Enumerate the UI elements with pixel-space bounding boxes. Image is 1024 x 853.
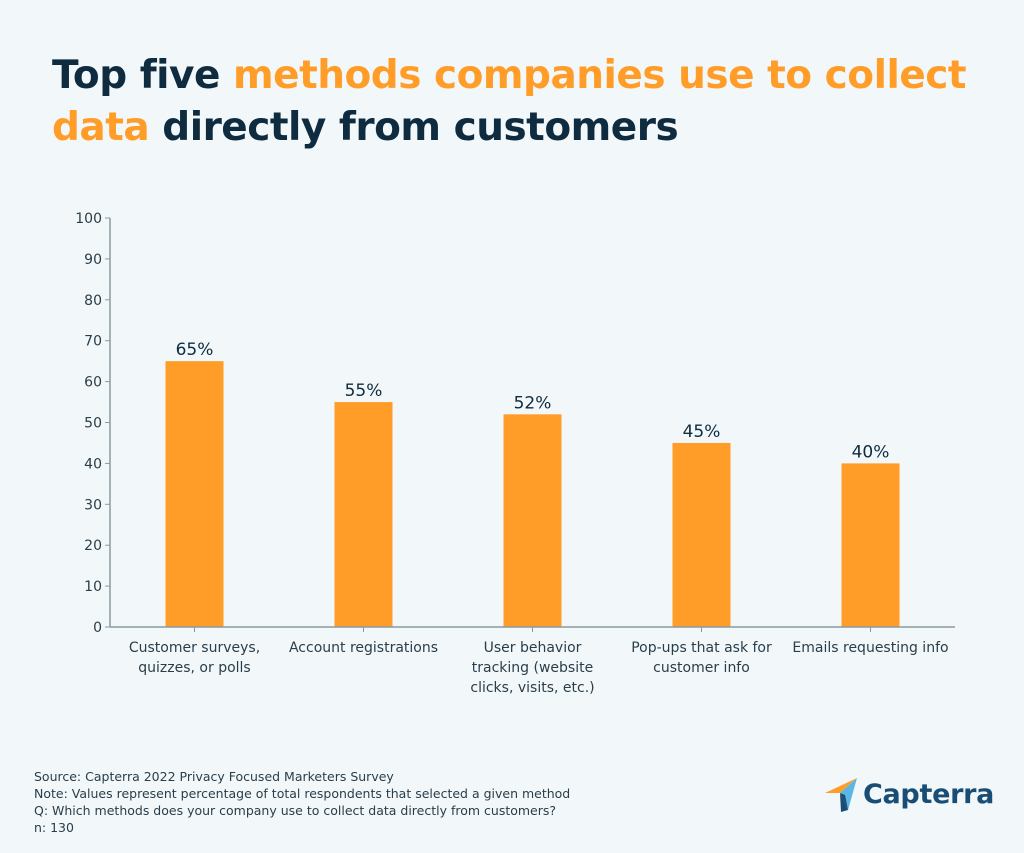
data-label: 45% (683, 422, 721, 442)
data-label: 40% (852, 442, 890, 462)
survey-question: Q: Which methods does your company use t… (34, 803, 557, 818)
bar (672, 442, 731, 627)
bar (165, 361, 224, 627)
x-tick-label: User behavior (484, 640, 582, 656)
x-tick-label: Account registrations (289, 640, 438, 656)
capterra-logo: Capterra (824, 776, 994, 812)
title-part-dark-2: directly from customers (149, 105, 679, 150)
y-tick-label: 40 (84, 456, 102, 472)
bar (841, 463, 900, 627)
y-tick-label: 80 (84, 293, 102, 309)
bar (334, 402, 393, 627)
title-part-highlight: methods companies use to collect data (52, 53, 967, 150)
y-tick-label: 50 (84, 416, 102, 432)
source-note: Source: Capterra 2022 Privacy Focused Ma… (34, 769, 394, 784)
y-tick-label: 90 (84, 252, 102, 268)
data-label: 55% (345, 381, 383, 401)
x-tick-label: Customer surveys, (129, 640, 260, 656)
x-tick-label: quizzes, or polls (138, 660, 250, 676)
x-tick-label: clicks, visits, etc.) (470, 680, 594, 696)
logo-text: Capterra (863, 778, 995, 810)
data-label: 52% (514, 393, 552, 413)
x-tick-label: Emails requesting info (792, 640, 948, 656)
x-tick-label: customer info (653, 660, 750, 676)
y-tick-label: 10 (84, 579, 102, 595)
title-part-dark: Top five (52, 53, 233, 98)
x-tick-label: Pop-ups that ask for (631, 640, 772, 656)
x-tick-label: tracking (website (472, 660, 593, 676)
y-tick-label: 20 (84, 538, 102, 554)
bar-chart: 0 10 20 30 40 50 60 70 80 90 100 65% Customer survey… (75, 211, 955, 696)
y-tick-label: 100 (75, 211, 102, 227)
chart-footer: Source: Capterra 2022 Privacy Focused Ma… (34, 768, 570, 836)
chart-title: Top five methods companies use to collec… (52, 50, 1012, 154)
y-tick-label: 0 (93, 620, 102, 636)
y-tick-label: 30 (84, 497, 102, 513)
bar (503, 414, 562, 627)
capterra-arrow-icon (825, 778, 857, 812)
y-tick-label: 60 (84, 375, 102, 391)
sample-size: n: 130 (34, 820, 74, 835)
values-note: Note: Values represent percentage of tot… (34, 786, 571, 801)
y-tick-label: 70 (84, 334, 102, 350)
data-label: 65% (176, 340, 214, 360)
